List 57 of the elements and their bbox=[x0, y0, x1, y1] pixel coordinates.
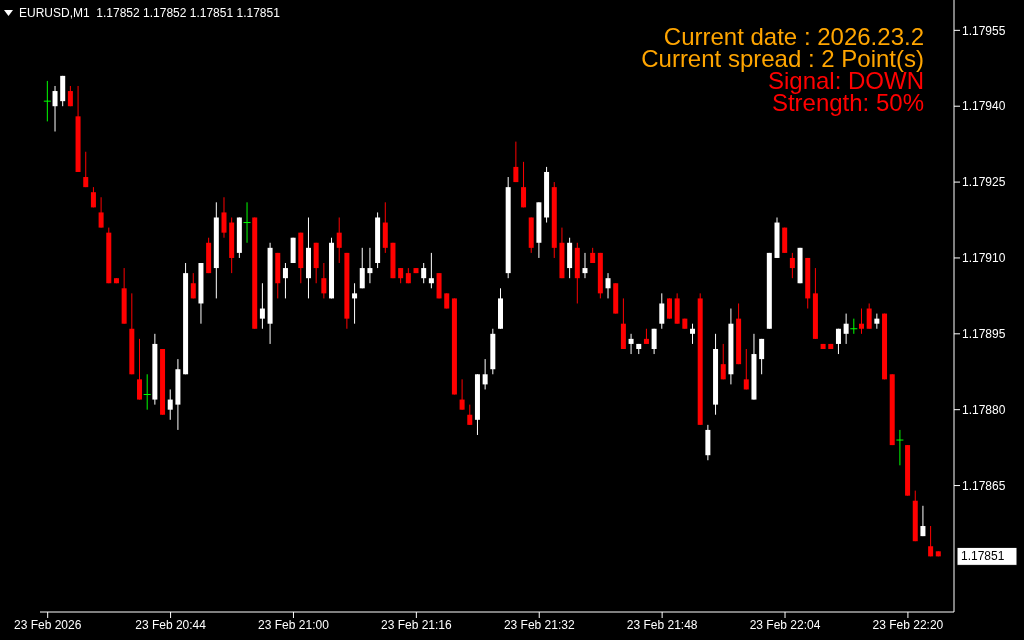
candlestick bbox=[659, 292, 665, 330]
candlestick bbox=[920, 505, 926, 537]
y-tick-label: 1.17940 bbox=[962, 99, 1006, 114]
x-tick-label: 23 Feb 22:20 bbox=[872, 617, 944, 632]
candlestick bbox=[858, 308, 864, 335]
candlestick bbox=[459, 378, 465, 411]
x-tick-label: 23 Feb 21:16 bbox=[380, 617, 453, 632]
text: 1.17851 bbox=[961, 549, 1005, 564]
text: EURUSD,M1 1.17852 1.17852 1.17851 1.17851 bbox=[19, 6, 280, 20]
candlestick bbox=[866, 302, 872, 330]
candlestick bbox=[352, 282, 358, 325]
candlestick bbox=[359, 247, 365, 289]
candlestick bbox=[428, 252, 434, 289]
candlestick bbox=[928, 525, 934, 557]
x-tick-label: 23 Feb 20:44 bbox=[135, 617, 207, 632]
candlestick bbox=[759, 338, 765, 375]
candlestick bbox=[582, 252, 588, 279]
candlestick bbox=[720, 343, 726, 380]
y-tick-label: 1.17910 bbox=[962, 251, 1006, 266]
candlestick bbox=[874, 313, 880, 330]
candlestick bbox=[605, 272, 611, 299]
x-tick-label: 23 Feb 22:04 bbox=[749, 617, 821, 632]
x-tick-label: 23 Feb 21:00 bbox=[258, 617, 330, 632]
candlestick bbox=[651, 328, 657, 355]
candlestick bbox=[835, 328, 841, 355]
candlestick bbox=[521, 161, 527, 208]
candlestick bbox=[513, 141, 519, 183]
candlestick bbox=[282, 262, 288, 299]
candlestick bbox=[52, 85, 58, 132]
candlestick bbox=[321, 262, 327, 299]
candlestick bbox=[743, 348, 749, 390]
candlestick bbox=[628, 333, 634, 355]
candlestick bbox=[666, 297, 672, 320]
candlestick bbox=[259, 282, 265, 330]
candlestick bbox=[367, 247, 373, 284]
candlestick bbox=[336, 216, 342, 264]
candlestick bbox=[482, 358, 488, 390]
candlestick bbox=[690, 323, 696, 345]
x-tick-label: 23 Feb 21:48 bbox=[626, 617, 698, 632]
candlestick bbox=[843, 313, 849, 345]
y-tick-label: 1.17925 bbox=[962, 175, 1006, 190]
x-tick-label: 23 Feb 21:32 bbox=[503, 617, 575, 632]
y-tick-label: 1.17880 bbox=[962, 402, 1006, 417]
annotation: Current date : 2026.23.2 bbox=[662, 23, 924, 50]
candlestick bbox=[789, 252, 795, 279]
candlestick bbox=[221, 196, 227, 239]
candlestick bbox=[137, 338, 143, 401]
x-tick-label: 23 Feb 2026 bbox=[13, 617, 82, 632]
candlestick bbox=[467, 404, 473, 426]
y-tick-label: 1.17895 bbox=[962, 327, 1006, 342]
candlestick bbox=[83, 151, 89, 188]
candlestick bbox=[98, 196, 104, 229]
candlestick bbox=[421, 262, 427, 284]
candlestick bbox=[167, 388, 173, 421]
y-tick-label: 1.17955 bbox=[962, 23, 1006, 38]
candlestick bbox=[190, 272, 196, 299]
y-tick-label: 1.17865 bbox=[962, 478, 1006, 493]
